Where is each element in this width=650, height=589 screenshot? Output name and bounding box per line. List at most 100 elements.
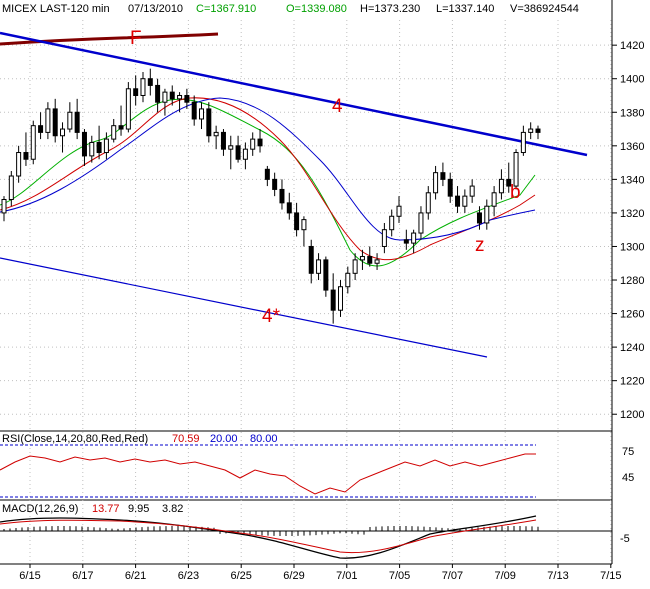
x-tick-label-1: 6/17	[72, 570, 93, 582]
x-tick-label-9: 7/09	[494, 570, 515, 582]
candle-body	[286, 202, 292, 214]
candle-body	[316, 259, 322, 274]
header-date: 07/13/2010	[128, 3, 183, 15]
candle	[308, 239, 314, 284]
candle-body	[294, 212, 300, 231]
y-tick-label-1240: 1240	[620, 342, 644, 354]
candle	[220, 129, 226, 156]
candle-body	[60, 128, 66, 137]
candle	[16, 145, 22, 183]
candle-body	[279, 188, 285, 204]
candle	[374, 253, 380, 270]
candle-body	[118, 125, 124, 130]
candle-body	[411, 232, 417, 244]
candle	[279, 179, 285, 210]
candle	[60, 122, 66, 153]
candle-body	[162, 91, 168, 103]
candle-body	[528, 128, 534, 133]
rsi-upper: 80.00	[250, 433, 278, 445]
candle	[506, 162, 512, 193]
candle	[155, 78, 161, 113]
candle	[169, 85, 175, 106]
x-tick-label-8: 7/07	[442, 570, 463, 582]
candle-body	[308, 245, 314, 274]
candle	[257, 129, 263, 153]
candle	[67, 102, 73, 133]
macd-tick-neg5: -5	[620, 533, 630, 545]
candle	[316, 253, 322, 281]
candle-body	[418, 212, 424, 234]
candle	[535, 125, 541, 140]
candle	[162, 88, 168, 116]
candle	[418, 206, 424, 240]
candle-body	[199, 108, 205, 120]
candle-body	[476, 212, 482, 224]
candle	[235, 135, 241, 163]
candle	[345, 266, 351, 294]
header-low: L=1337.140	[436, 3, 494, 15]
candle-body	[491, 192, 497, 207]
ma-red-line	[0, 97, 536, 261]
header: MICEX LAST-120 min 07/13/2010 C=1367.910…	[2, 3, 579, 15]
candle-body	[403, 239, 409, 244]
y-tick-label-1220: 1220	[620, 376, 644, 388]
candle-body	[147, 78, 153, 86]
candle-body	[220, 131, 226, 150]
candle-body	[352, 259, 358, 274]
candle-body	[250, 138, 256, 150]
candle	[294, 202, 300, 237]
candle	[81, 129, 87, 166]
candle	[8, 170, 14, 207]
candle-body	[89, 141, 95, 157]
candle-body	[455, 195, 461, 207]
candle-body	[125, 88, 131, 130]
header-symbol: MICEX LAST-120 min	[2, 3, 110, 15]
candle	[38, 112, 44, 140]
candle	[476, 206, 482, 230]
macd-value: 13.77	[92, 503, 120, 515]
candle	[23, 132, 29, 166]
candle-body	[111, 125, 117, 140]
rsi-label: RSI(Close,14,20,80,Red,Red)	[2, 433, 148, 445]
time-axis: 6/15 6/17 6/21 6/23 6/25 6/29 7/01 7/05 7/07 7/09…	[19, 564, 622, 582]
candle-body	[513, 152, 519, 187]
candle	[352, 253, 358, 281]
candle	[118, 105, 124, 136]
price-axis: 1200 1220 1240 1260 1280 1300 1320 1340 1360 1380…	[612, 40, 644, 421]
candle-body	[440, 172, 446, 180]
candle-body	[23, 152, 29, 160]
label-z: z	[475, 235, 485, 256]
ma-blue-line	[0, 97, 536, 241]
x-tick-label-5: 6/29	[283, 570, 304, 582]
candle-body	[8, 175, 14, 200]
candle-body	[367, 256, 373, 264]
candle	[433, 165, 439, 200]
candle-body	[264, 168, 270, 180]
candle	[206, 102, 212, 143]
y-tick-label-1380: 1380	[620, 107, 644, 119]
rsi-lower: 20.00	[210, 433, 238, 445]
candle	[133, 75, 139, 106]
macd-signal-line	[0, 519, 537, 554]
candle	[177, 92, 183, 113]
x-tick-label-2: 6/21	[125, 570, 146, 582]
candle-body	[184, 94, 190, 103]
y-tick-label-1280: 1280	[620, 275, 644, 287]
x-tick-label-4: 6/25	[230, 570, 251, 582]
candle	[440, 162, 446, 187]
rsi-tick-75: 75	[622, 446, 634, 458]
candle-body	[520, 131, 526, 154]
candle-body	[330, 289, 336, 311]
y-tick-label-1260: 1260	[620, 309, 644, 321]
macd-line	[0, 515, 537, 559]
price-candles	[1, 68, 541, 324]
candle	[52, 98, 58, 143]
trendline-4-star	[0, 257, 488, 358]
candle-body	[469, 185, 475, 197]
candle-body	[484, 205, 490, 224]
grid	[0, 20, 612, 564]
candle-body	[213, 131, 219, 137]
label-f: F	[130, 28, 142, 49]
trendline-4	[0, 31, 588, 157]
